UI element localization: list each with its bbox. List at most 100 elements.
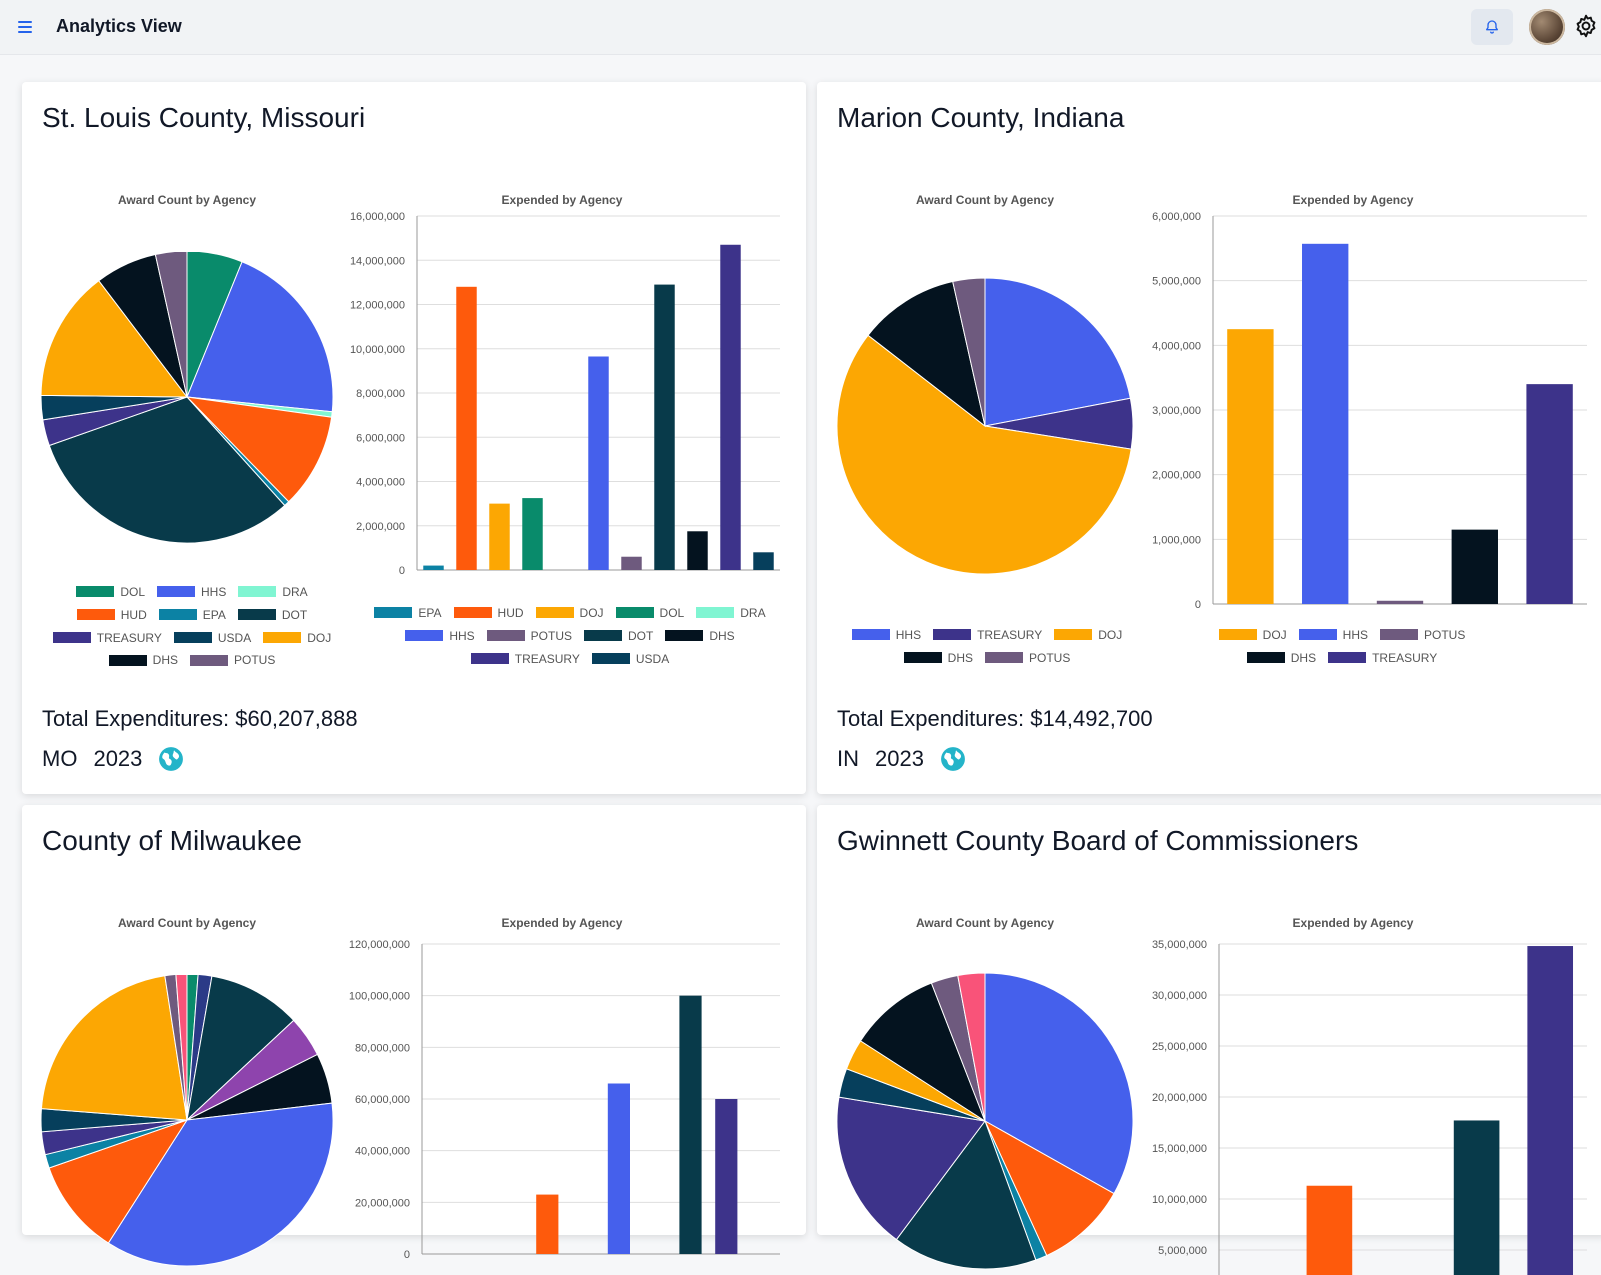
- bar-treasury[interactable]: [715, 1099, 738, 1254]
- legend-item-dhs[interactable]: DHS: [903, 646, 973, 669]
- legend-item-dra[interactable]: DRA: [696, 601, 766, 624]
- legend-label: DHS: [947, 650, 973, 665]
- globe-icon[interactable]: [940, 746, 966, 772]
- legend-label: TREASURY: [96, 630, 162, 645]
- notifications-button[interactable]: [1471, 9, 1513, 45]
- bar-doj[interactable]: [1227, 329, 1274, 604]
- total-expenditures: Total Expenditures: $14,492,700: [837, 706, 1153, 731]
- pie-slice-dot[interactable]: [186, 975, 295, 1122]
- bar-usda[interactable]: [753, 552, 774, 570]
- pie-legend: HHS TREASURY DOJ DHS POTUS: [827, 623, 1147, 669]
- legend-item-treasury[interactable]: TREASURY: [52, 626, 162, 649]
- bar-hud[interactable]: [456, 286, 477, 570]
- pie-chart-title: Award Count by Agency: [117, 916, 257, 930]
- bar-potus[interactable]: [1376, 600, 1424, 604]
- legend-item-dol[interactable]: DOL: [76, 580, 145, 603]
- top-bar: Analytics View: [0, 0, 1601, 55]
- bar-dhs[interactable]: [687, 531, 708, 570]
- bar-doj[interactable]: [489, 503, 510, 570]
- pie-slice-potus[interactable]: [154, 252, 188, 398]
- legend-item-doj[interactable]: DOJ: [263, 626, 331, 649]
- legend-item-potus[interactable]: POTUS: [985, 646, 1070, 669]
- y-tick-label: 14,000,000: [350, 255, 405, 267]
- legend-item-hud[interactable]: HUD: [76, 603, 147, 626]
- bar-potus[interactable]: [621, 556, 642, 570]
- bar-legend: DOJ HHS POTUS DHS TREASURY: [1187, 623, 1497, 669]
- legend-item-treasury[interactable]: TREASURY: [1328, 646, 1437, 669]
- legend-label: DOT: [281, 607, 308, 622]
- pie-slice-doj[interactable]: [41, 975, 188, 1121]
- legend-item-doj[interactable]: DOJ: [1218, 623, 1287, 646]
- legend-item-potus[interactable]: POTUS: [486, 624, 572, 647]
- legend-item-doj[interactable]: DOJ: [535, 601, 604, 624]
- bar-dot[interactable]: [1453, 1120, 1500, 1275]
- bar-dol[interactable]: [522, 498, 543, 570]
- pie-slice-doj[interactable]: [837, 334, 1132, 575]
- legend-item-hhs[interactable]: HHS: [157, 580, 226, 603]
- pie-slice-dot[interactable]: [48, 396, 286, 544]
- legend-item-hhs[interactable]: HHS: [405, 624, 475, 647]
- legend-item-dhs[interactable]: DHS: [108, 648, 178, 671]
- y-tick-label: 100,000,000: [349, 991, 410, 1003]
- legend-item-epa[interactable]: EPA: [158, 603, 226, 626]
- legend-swatch: [486, 630, 525, 642]
- y-tick-label: 60,000,000: [355, 1094, 410, 1106]
- legend-item-usda[interactable]: USDA: [173, 626, 251, 649]
- legend-label: EPA: [202, 607, 226, 622]
- bar-dot[interactable]: [654, 284, 675, 570]
- menu-icon[interactable]: [14, 16, 38, 38]
- pie-slice-potus[interactable]: [164, 975, 188, 1121]
- pie-slice-dhs[interactable]: [859, 982, 987, 1123]
- y-tick-label: 35,000,000: [1152, 939, 1207, 951]
- legend-item-dot[interactable]: DOT: [584, 624, 653, 647]
- legend-item-dhs[interactable]: DHS: [665, 624, 735, 647]
- bar-treasury[interactable]: [1526, 384, 1573, 604]
- y-tick-label: 30,000,000: [1152, 990, 1207, 1002]
- pie-slice-pink[interactable]: [957, 973, 986, 1122]
- bar-treasury[interactable]: [720, 244, 741, 570]
- y-tick-label: 4,000,000: [356, 477, 405, 489]
- legend-item-treasury[interactable]: TREASURY: [933, 623, 1042, 646]
- pie-slice-hhs[interactable]: [984, 973, 1134, 1195]
- pie-slice-dhs[interactable]: [867, 280, 986, 428]
- bar-hhs[interactable]: [607, 1083, 630, 1255]
- legend-item-usda[interactable]: USDA: [591, 647, 669, 670]
- legend-item-potus[interactable]: POTUS: [1380, 623, 1465, 646]
- pie-slice-hhs[interactable]: [186, 261, 334, 413]
- legend-label: DHS: [1290, 650, 1317, 665]
- bar-epa[interactable]: [423, 565, 444, 570]
- bar-dhs[interactable]: [1451, 529, 1498, 604]
- globe-icon[interactable]: [158, 746, 184, 772]
- bar-hud[interactable]: [536, 1194, 559, 1254]
- pie-slice-potus[interactable]: [952, 278, 986, 427]
- legend-label: POTUS: [1029, 650, 1071, 665]
- legend-item-hhs[interactable]: HHS: [851, 623, 921, 646]
- county-card: St. Louis County, Missouri Award Count b…: [22, 82, 806, 794]
- pie-slice-pink[interactable]: [175, 975, 188, 1121]
- legend-item-hhs[interactable]: HHS: [1298, 623, 1368, 646]
- bar-chart: 0 2,000,000 4,000,000 6,000,000 8,000,000 10,…: [350, 211, 780, 577]
- legend-item-treasury[interactable]: TREASURY: [470, 647, 580, 670]
- bar-treasury[interactable]: [1527, 946, 1574, 1275]
- legend-item-dra[interactable]: DRA: [238, 580, 308, 603]
- legend-label: HHS: [201, 584, 227, 599]
- avatar[interactable]: [1529, 9, 1565, 45]
- pie-slice-dol[interactable]: [186, 975, 199, 1121]
- legend-item-hud[interactable]: HUD: [453, 601, 524, 624]
- legend-item-dhs[interactable]: DHS: [1246, 646, 1317, 669]
- bar-hud[interactable]: [1306, 1185, 1353, 1275]
- legend-item-dot[interactable]: DOT: [237, 603, 308, 626]
- legend-item-potus[interactable]: POTUS: [190, 648, 275, 671]
- pie-slice-hud[interactable]: [185, 396, 333, 503]
- legend-item-dol[interactable]: DOL: [615, 601, 684, 624]
- bar-dot[interactable]: [679, 995, 702, 1254]
- legend-item-doj[interactable]: DOJ: [1054, 623, 1122, 646]
- legend-item-epa[interactable]: EPA: [374, 601, 442, 624]
- bar-hhs[interactable]: [588, 356, 609, 570]
- bar-chart-title: Expended by Agency: [1292, 193, 1414, 207]
- y-tick-label: 1,000,000: [1152, 534, 1201, 546]
- pie-slice-hhs[interactable]: [984, 278, 1131, 427]
- bar-hhs[interactable]: [1302, 243, 1349, 604]
- pie-slice-doj[interactable]: [41, 279, 189, 398]
- gear-icon[interactable]: [1573, 13, 1599, 39]
